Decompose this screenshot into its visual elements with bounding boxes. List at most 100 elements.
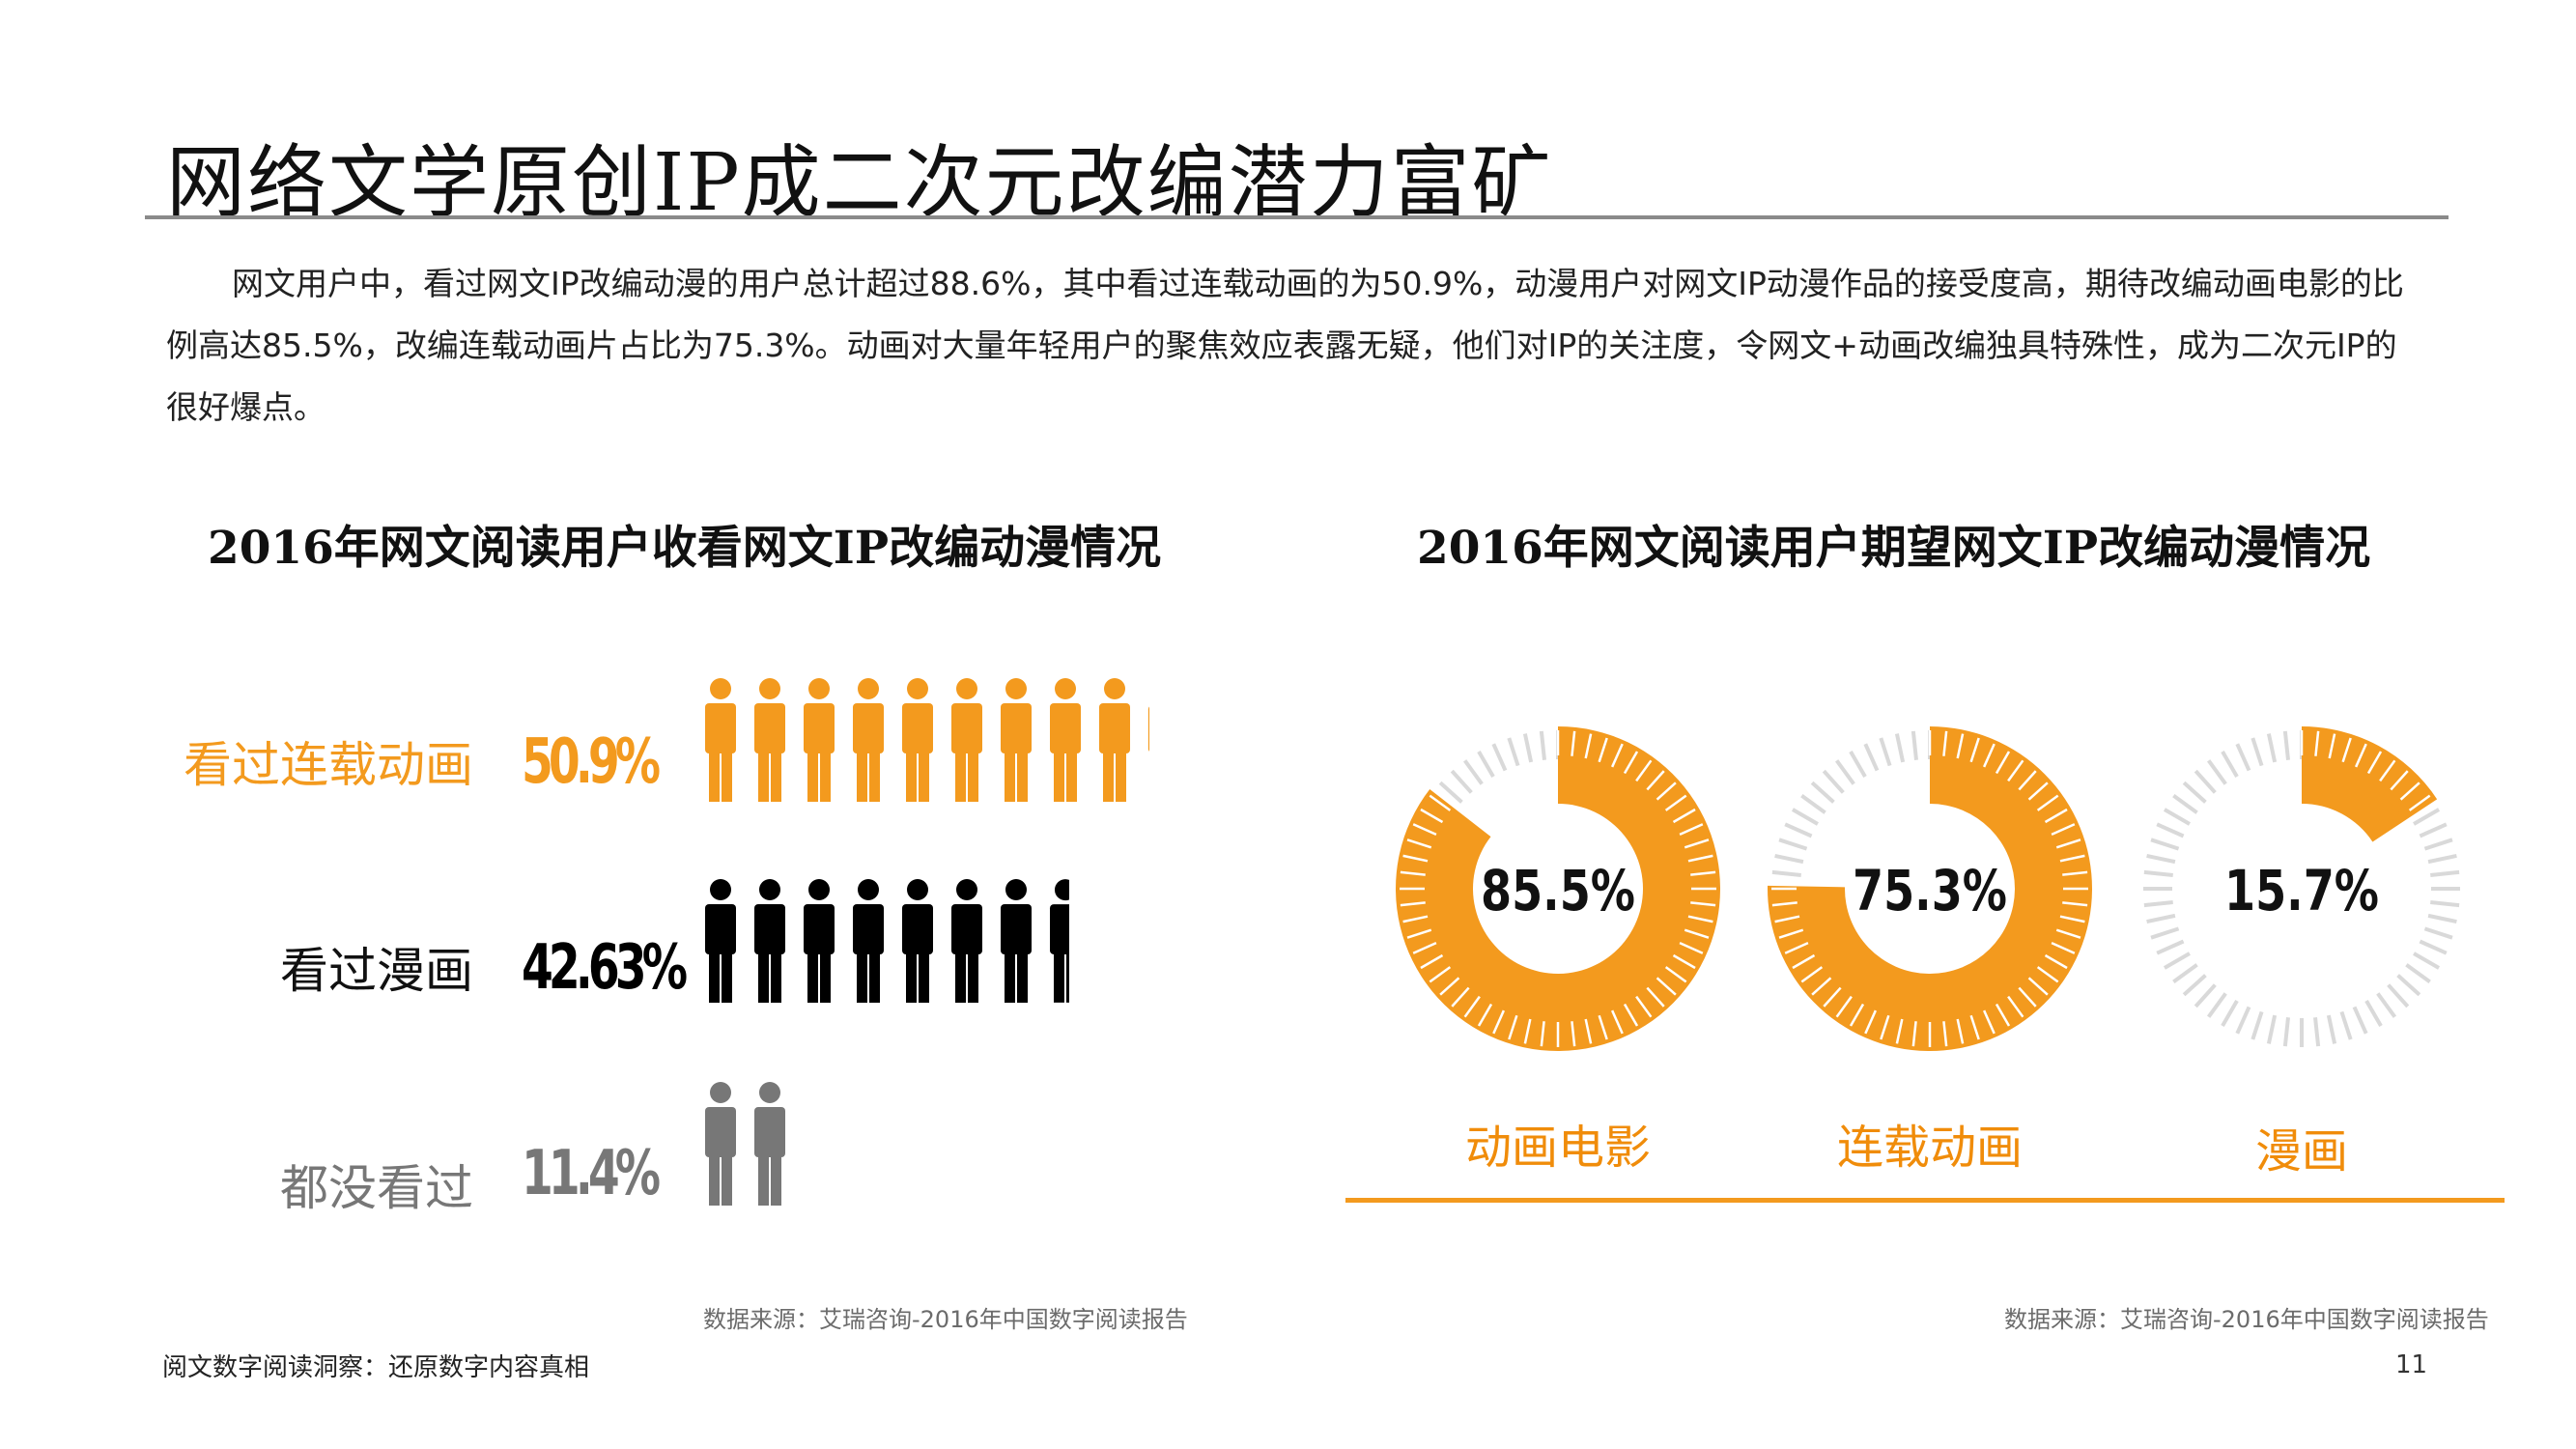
gauge-fill-tick (1792, 953, 1816, 970)
gauge-fill-tick (2341, 737, 2352, 763)
gauge-fill-tick (1477, 1003, 1493, 1027)
person-icon (754, 1082, 785, 1206)
gauge-tick (1879, 737, 1892, 767)
gauge-tick (2405, 963, 2431, 984)
right-chart-title: 2016年网文阅读用户期望网文IP改编动漫情况 (1417, 522, 2371, 575)
gauge-fill-tick (1687, 915, 1713, 923)
gauge-fill-tick (2399, 781, 2420, 801)
gauge-fill-tick (1420, 953, 1444, 970)
gauge-fill-tick (2027, 781, 2049, 801)
gauge-tick (1784, 822, 1813, 838)
gauge-fill-tick (1584, 733, 1593, 759)
gauge-fill-tick (1429, 794, 1452, 811)
gauge-tick (1822, 769, 1845, 794)
gauge-tick (2352, 1006, 2368, 1035)
gauge-fill-tick (1956, 1018, 1965, 1044)
gauge-fill-tick (1895, 1018, 1904, 1044)
gauge-value: 75.3% (1853, 858, 2007, 923)
gauge-fill-tick (1451, 986, 1470, 1008)
gauge-fill-tick (1571, 1021, 1576, 1047)
gauge-tick (1491, 743, 1508, 772)
row-value-serial-anime: 50.9% (522, 726, 661, 798)
gauge-tick (2156, 939, 2185, 955)
gauge-fill-tick (2051, 823, 2076, 837)
person-icon (951, 678, 982, 802)
gauge-tick (1863, 743, 1880, 772)
row-value-comics: 42.63% (522, 932, 688, 1004)
gauge-tick (2250, 737, 2264, 767)
gauge-tick (2423, 838, 2453, 851)
gauge-tick (1834, 759, 1855, 785)
gauge-fill-tick (1995, 751, 2011, 775)
gauge-tick (2146, 913, 2176, 924)
gauge-tick (2182, 781, 2207, 804)
gauge-fill-tick (2062, 901, 2088, 907)
gauge-fill (2302, 726, 2438, 842)
gauge-fill-tick (1679, 941, 1704, 954)
person-icon (853, 678, 884, 802)
gauge-fill-tick (1412, 941, 1437, 954)
gauge-fill-tick (2390, 770, 2409, 791)
gauge-tick (2150, 926, 2180, 940)
gauge-fill-tick (1784, 941, 1809, 954)
gauge-fill-tick (2036, 794, 2059, 811)
person-icon (804, 879, 835, 1003)
person-icon (1147, 706, 1149, 752)
gauge-fill-tick (2044, 953, 2068, 970)
gauge-fill-tick (1598, 737, 1608, 763)
gauge-tick (1539, 730, 1546, 760)
gauge-tick (2250, 1010, 2264, 1040)
gauge-value: 15.7% (2224, 858, 2379, 923)
page-number: 11 (2395, 1350, 2428, 1379)
gauge-tick (1522, 733, 1534, 763)
person-icon (1049, 879, 1069, 1003)
gauge-tick (1911, 730, 1918, 760)
gauge-tick (2163, 808, 2191, 826)
gauge-tick (2282, 1017, 2290, 1047)
right-data-source: 数据来源：艾瑞咨询-2016年中国数字阅读报告 (2004, 1306, 2489, 1333)
gauge-fill-tick (1664, 794, 1687, 811)
person-icon (754, 879, 785, 1003)
person-icon (853, 879, 884, 1003)
gauge-tick (1438, 781, 1463, 804)
gauge-tick (1774, 853, 1804, 865)
gauge-fill-tick (1864, 1009, 1878, 1035)
gauge-fill-tick (1880, 1014, 1890, 1040)
gauge-tick (2221, 750, 2239, 778)
gauge-tick (1462, 759, 1484, 785)
gauge-tick (1849, 750, 1867, 778)
row-label-serial-anime: 看过连载动画 (184, 737, 473, 793)
gauge-tick (2143, 900, 2173, 908)
gauge-fill-tick (1400, 901, 1426, 907)
gauge-tick (2172, 963, 2198, 984)
gauge-tick (2221, 1000, 2239, 1028)
gauge-tick (2206, 759, 2227, 785)
gauge-fill-tick (1911, 1021, 1917, 1047)
gauge-tick (2313, 1017, 2321, 1047)
gauge-fill-tick (2059, 854, 2085, 863)
person-icon (902, 879, 933, 1003)
gauge-fill-tick (1623, 1003, 1639, 1027)
footer-caption: 阅文数字阅读洞察：还原数字内容真相 (162, 1353, 590, 1382)
person-icon (705, 678, 736, 802)
gauge-fill-tick (1523, 1018, 1532, 1044)
person-icon (1099, 678, 1130, 802)
people-row-none (703, 1080, 1669, 1215)
gauge-fill-tick (2408, 794, 2431, 811)
gauge-fill-tick (1684, 928, 1710, 939)
gauge-fill-tick (1690, 870, 1716, 876)
gauge-fill-tick (1690, 901, 1716, 907)
gauge-fill-tick (2044, 808, 2068, 824)
gauge-fill-tick (2055, 928, 2081, 939)
gauge-fill-tick (1771, 901, 1798, 907)
gauge-fill-tick (1463, 995, 1481, 1018)
gauge-tick (2182, 974, 2207, 997)
gauge-fill-tick (1687, 854, 1713, 863)
gauge-fill-tick (1835, 995, 1853, 1018)
gauge-tick (2172, 793, 2198, 814)
person-icon (705, 1082, 736, 1206)
gauge-tick (2419, 822, 2448, 838)
gauge-fill-tick (1646, 986, 1665, 1008)
row-label-none: 都没看过 (280, 1160, 473, 1216)
gauge-tick (2387, 983, 2410, 1009)
